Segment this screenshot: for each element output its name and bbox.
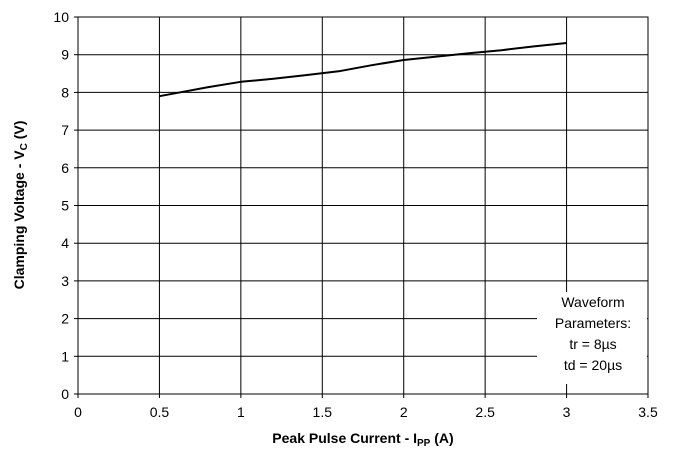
x-ticks: 0 0.5 1 1.5 2 2.5 3 3.5 [74, 394, 658, 420]
plot-frame [77, 16, 649, 395]
annotation-line-4: td = 20µs [564, 357, 622, 373]
annotation-line-2: Parameters: [555, 315, 631, 331]
y-tick-label: 10 [53, 9, 69, 25]
y-tick-label: 8 [61, 84, 69, 100]
x-tick-label: 2 [400, 404, 408, 420]
x-tick-label: 3 [563, 404, 571, 420]
y-tick-label: 4 [61, 235, 69, 251]
annotation-box [537, 292, 647, 384]
x-tick-label: 0 [74, 404, 82, 420]
waveform-annotation: Waveform Parameters: tr = 8µs td = 20µs [537, 292, 647, 384]
y-axis-title-main: Clamping Voltage - V [11, 150, 27, 290]
x-tick-label: 0.5 [150, 404, 170, 420]
y-tick-label: 1 [61, 348, 69, 364]
plot-series [159, 42, 567, 98]
y-tick-label: 9 [61, 47, 69, 63]
x-tick-label: 3.5 [638, 404, 658, 420]
y-axis-title: Clamping Voltage - VC (V) [11, 121, 30, 290]
x-axis-title: Peak Pulse Current - IPP (A) [272, 430, 453, 449]
x-axis-title-unit: (A) [430, 430, 453, 446]
y-tick-label: 2 [61, 311, 69, 327]
y-axis-title-unit: (V) [11, 121, 27, 144]
clamping-voltage-line [159, 42, 567, 98]
x-tick-label: 1.5 [313, 404, 333, 420]
x-tick-label: 1 [237, 404, 245, 420]
y-tick-label: 5 [61, 198, 69, 214]
y-tick-label: 0 [61, 386, 69, 402]
x-axis-title-main: Peak Pulse Current - I [272, 430, 417, 446]
y-axis-title-sub: C [19, 143, 30, 150]
y-ticks: 0 1 2 3 4 5 6 7 8 9 10 [53, 9, 78, 402]
x-tick-label: 2.5 [475, 404, 495, 420]
x-axis-title-sub: PP [417, 438, 431, 449]
y-tick-label: 6 [61, 160, 69, 176]
annotation-line-3: tr = 8µs [569, 336, 616, 352]
y-tick-label: 3 [61, 273, 69, 289]
annotation-line-1: Waveform [561, 294, 624, 310]
y-tick-label: 7 [61, 122, 69, 138]
